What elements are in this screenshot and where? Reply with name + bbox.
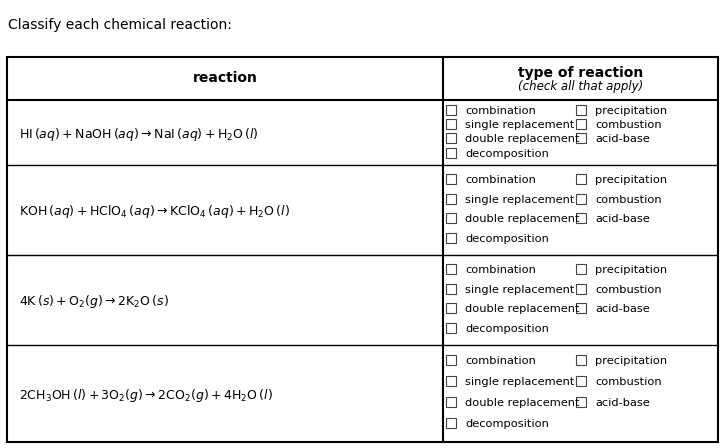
- Text: single replacement: single replacement: [465, 121, 574, 130]
- Bar: [576, 105, 586, 115]
- Bar: [576, 397, 586, 407]
- Text: acid-base: acid-base: [595, 134, 650, 144]
- Bar: [446, 213, 456, 223]
- Bar: [446, 418, 456, 428]
- Text: single replacement: single replacement: [465, 194, 574, 205]
- Text: double replacement: double replacement: [465, 398, 579, 409]
- Text: decomposition: decomposition: [465, 149, 549, 159]
- Text: combination: combination: [465, 356, 536, 366]
- Text: (check all that apply): (check all that apply): [518, 80, 643, 93]
- Text: decomposition: decomposition: [465, 234, 549, 244]
- Bar: [576, 303, 586, 313]
- Bar: [576, 194, 586, 204]
- Text: combustion: combustion: [595, 194, 661, 205]
- Text: single replacement: single replacement: [465, 284, 574, 295]
- Text: acid-base: acid-base: [595, 398, 650, 409]
- Text: double replacement: double replacement: [465, 304, 579, 314]
- Bar: [446, 134, 456, 143]
- Bar: [446, 174, 456, 184]
- Text: combination: combination: [465, 106, 536, 116]
- Bar: [446, 147, 456, 158]
- Bar: [576, 174, 586, 184]
- Bar: [446, 194, 456, 204]
- Text: $\mathrm{KOH}\,(aq) + \mathrm{HClO_4}\,(aq) \rightarrow \mathrm{KClO_4}\,(aq) + : $\mathrm{KOH}\,(aq) + \mathrm{HClO_4}\,(…: [19, 203, 290, 220]
- Text: decomposition: decomposition: [465, 324, 549, 334]
- Text: acid-base: acid-base: [595, 214, 650, 224]
- Text: double replacement: double replacement: [465, 134, 579, 144]
- Text: reaction: reaction: [192, 72, 257, 86]
- Bar: [446, 233, 456, 243]
- Text: $\mathrm{2CH_3OH}\,(l) + \mathrm{3O_2}(g) \rightarrow \mathrm{2CO_2}(g) + \mathr: $\mathrm{2CH_3OH}\,(l) + \mathrm{3O_2}(g…: [19, 387, 273, 404]
- Bar: [446, 323, 456, 333]
- Bar: [576, 355, 586, 365]
- Bar: [446, 119, 456, 129]
- Bar: [576, 264, 586, 274]
- Text: double replacement: double replacement: [465, 214, 579, 224]
- Text: combination: combination: [465, 175, 536, 185]
- Text: combustion: combustion: [595, 377, 661, 387]
- Text: precipitation: precipitation: [595, 175, 667, 185]
- Bar: [446, 397, 456, 407]
- Bar: [576, 213, 586, 223]
- Text: single replacement: single replacement: [465, 377, 574, 387]
- Text: combustion: combustion: [595, 121, 661, 130]
- Bar: [446, 264, 456, 274]
- Bar: [576, 376, 586, 386]
- Text: precipitation: precipitation: [595, 106, 667, 116]
- Text: precipitation: precipitation: [595, 265, 667, 275]
- Bar: [576, 134, 586, 143]
- Bar: [446, 105, 456, 115]
- Text: $\mathrm{HI}\,(aq) + \mathrm{NaOH}\,(aq) \rightarrow \mathrm{NaI}\,(aq) + \mathr: $\mathrm{HI}\,(aq) + \mathrm{NaOH}\,(aq)…: [19, 126, 258, 143]
- Bar: [576, 119, 586, 129]
- Bar: [446, 355, 456, 365]
- Bar: [7, 57, 718, 442]
- Text: precipitation: precipitation: [595, 356, 667, 366]
- Text: Classify each chemical reaction:: Classify each chemical reaction:: [8, 18, 232, 32]
- Text: type of reaction: type of reaction: [518, 65, 643, 79]
- Bar: [446, 303, 456, 313]
- Bar: [576, 284, 586, 293]
- Bar: [446, 376, 456, 386]
- Text: $\mathrm{4K}\,(s) + \mathrm{O_2}(g) \rightarrow \mathrm{2K_2O}\,(s)$: $\mathrm{4K}\,(s) + \mathrm{O_2}(g) \rig…: [19, 293, 169, 310]
- Text: decomposition: decomposition: [465, 419, 549, 430]
- Text: acid-base: acid-base: [595, 304, 650, 314]
- Text: combustion: combustion: [595, 284, 661, 295]
- Bar: [446, 284, 456, 293]
- Text: combination: combination: [465, 265, 536, 275]
